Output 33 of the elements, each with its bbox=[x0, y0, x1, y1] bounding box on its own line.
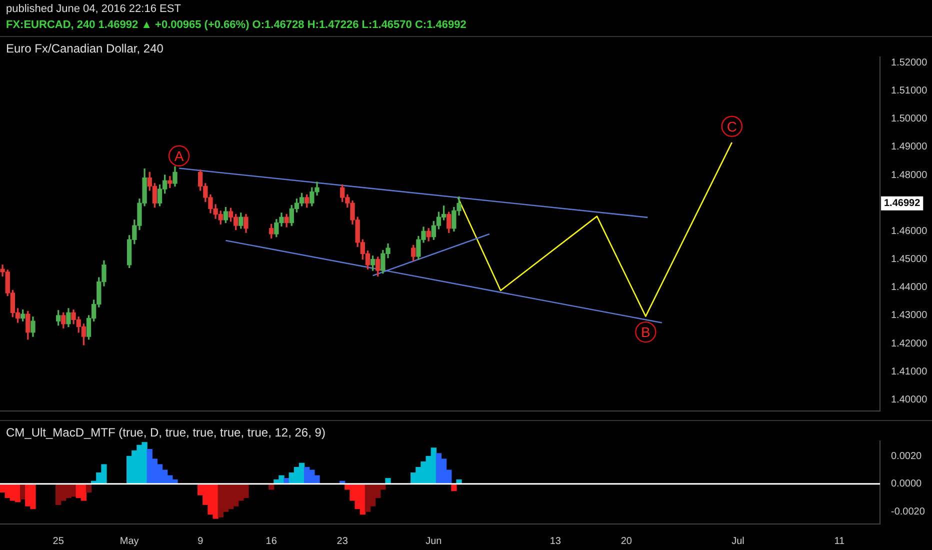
annotation: C bbox=[726, 118, 737, 134]
annotation: 1.46992 bbox=[884, 198, 921, 210]
x-tick-label: Jun bbox=[426, 536, 442, 547]
chart-title: Euro Fx/Canadian Dollar, 240 bbox=[6, 41, 164, 56]
annotation: A bbox=[174, 148, 184, 164]
x-tick-label: 23 bbox=[336, 536, 348, 547]
y-tick-label: 1.49000 bbox=[891, 142, 928, 153]
x-tick-label: Jul bbox=[732, 536, 744, 547]
y-tick-label: 1.45000 bbox=[891, 254, 928, 266]
x-tick-label: 20 bbox=[620, 536, 632, 547]
text: published June 04, 2016 22:16 EST bbox=[6, 3, 181, 15]
y-tick-label: 0.0000 bbox=[891, 478, 922, 490]
x-tick-label: 25 bbox=[52, 536, 64, 547]
x-tick-label: 9 bbox=[198, 536, 204, 547]
y-tick-label: 1.48000 bbox=[891, 170, 928, 181]
annotation: B bbox=[641, 324, 650, 340]
y-tick-label: 1.51000 bbox=[891, 85, 928, 96]
y-tick-label: 1.43000 bbox=[891, 310, 928, 322]
chart-title: CM_Ult_MacD_MTF (true, D, true, true, true, true, 12, 26, 9) bbox=[6, 425, 326, 440]
x-tick-label: 13 bbox=[550, 536, 562, 547]
y-tick-label: 1.44000 bbox=[891, 282, 928, 294]
x-tick-label: 16 bbox=[266, 536, 278, 547]
y-tick-label: 1.40000 bbox=[891, 394, 928, 406]
y-tick-label: 0.0020 bbox=[891, 450, 922, 462]
y-tick-label: 1.50000 bbox=[891, 114, 928, 125]
x-tick-label: 11 bbox=[834, 536, 846, 547]
y-tick-label: 1.52000 bbox=[891, 57, 928, 68]
y-tick-label: 1.42000 bbox=[891, 338, 928, 350]
y-tick-label: 1.41000 bbox=[891, 366, 928, 378]
x-tick-label: May bbox=[120, 536, 139, 547]
y-tick-label: -0.0020 bbox=[891, 506, 926, 518]
y-tick-label: 1.46000 bbox=[891, 226, 928, 237]
chart-subtitle: FX:EURCAD, 240 1.46992 ▲ +0.00965 (+0.66%) O:1.46728 H:1.47226 L:1.46570 C:1.46992 bbox=[6, 19, 466, 31]
